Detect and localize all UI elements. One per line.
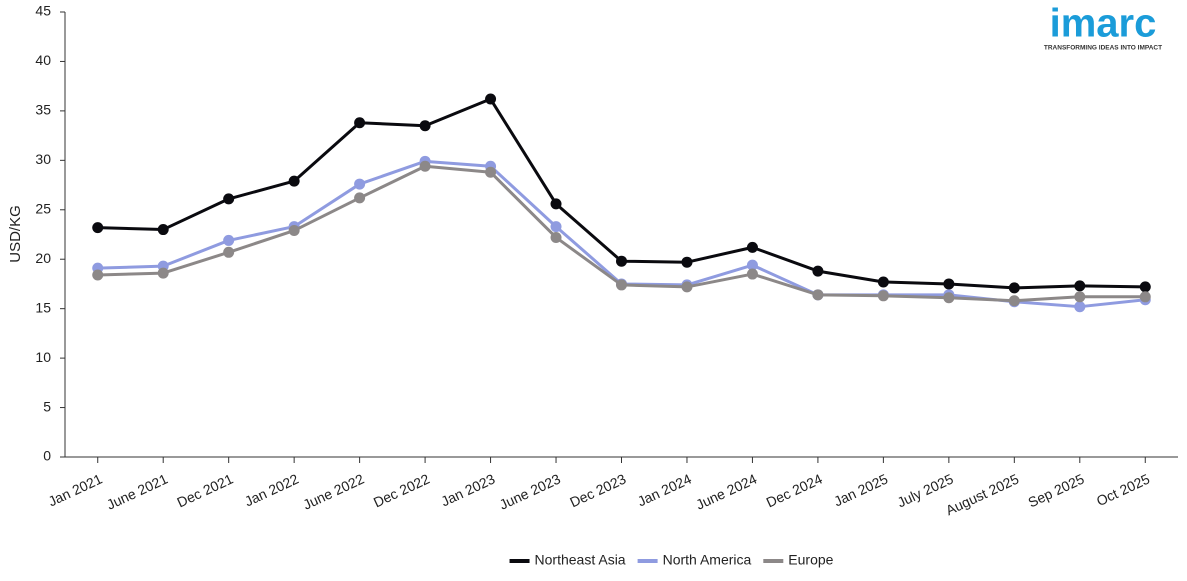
data-point xyxy=(485,166,497,178)
y-tick-label: 15 xyxy=(35,299,51,315)
x-tick-label: Jan 2022 xyxy=(242,470,301,509)
data-point xyxy=(223,234,235,246)
data-point xyxy=(157,224,169,236)
x-tick-label: June 2024 xyxy=(693,470,759,512)
data-point xyxy=(92,269,104,281)
x-tick-label: August 2025 xyxy=(943,470,1021,518)
data-point xyxy=(1074,280,1086,292)
y-axis-label: USD/KG xyxy=(7,205,24,263)
x-tick-label: Dec 2022 xyxy=(371,470,432,510)
data-point xyxy=(681,281,693,293)
x-tick-label: Jan 2024 xyxy=(635,470,694,509)
data-point xyxy=(550,221,562,233)
data-point xyxy=(877,276,889,288)
x-tick-label: June 2021 xyxy=(104,470,170,512)
x-tick-label: June 2023 xyxy=(497,470,563,512)
y-tick-label: 20 xyxy=(35,250,51,266)
y-tick-label: 25 xyxy=(35,200,51,216)
x-tick-label: Jan 2023 xyxy=(438,470,497,509)
data-point xyxy=(223,193,235,205)
data-point xyxy=(1139,291,1151,303)
y-tick-label: 45 xyxy=(35,3,51,19)
data-point xyxy=(616,255,627,267)
legend-label: Europe xyxy=(788,552,833,568)
data-point xyxy=(1139,281,1151,293)
y-tick-label: 5 xyxy=(43,398,51,414)
data-point xyxy=(419,120,431,132)
data-point xyxy=(485,93,497,105)
legend: Northeast Asia North America Europe xyxy=(509,552,834,568)
data-point xyxy=(92,222,104,234)
logo-tagline: TRANSFORMING IDEAS INTO IMPACT xyxy=(1044,45,1162,52)
x-tick-label: June 2022 xyxy=(300,470,366,512)
data-point xyxy=(1008,295,1020,307)
data-point xyxy=(746,241,758,253)
data-point xyxy=(746,268,758,280)
y-tick-label: 35 xyxy=(35,102,51,118)
data-point xyxy=(1074,301,1086,313)
y-tick-label: 30 xyxy=(35,151,51,167)
data-point xyxy=(223,246,235,258)
x-tick-label: Dec 2024 xyxy=(764,470,825,510)
data-point xyxy=(157,267,169,279)
x-tick-label: Sep 2025 xyxy=(1026,470,1087,510)
data-point xyxy=(746,259,758,271)
legend-label: North America xyxy=(663,552,752,568)
data-point xyxy=(288,225,300,237)
data-point xyxy=(1074,291,1086,303)
data-point xyxy=(1008,282,1020,294)
data-point xyxy=(812,265,824,277)
data-point xyxy=(616,279,627,291)
x-tick-label: Dec 2021 xyxy=(174,470,235,510)
data-point xyxy=(550,198,562,210)
data-point xyxy=(354,192,366,204)
y-tick-label: 10 xyxy=(35,349,51,365)
data-point xyxy=(943,278,955,290)
data-point xyxy=(354,117,366,129)
legend-label: Northeast Asia xyxy=(535,552,626,568)
x-tick-label: Oct 2025 xyxy=(1094,470,1152,509)
x-tick-label: Jan 2025 xyxy=(831,470,890,509)
data-point xyxy=(877,290,889,302)
data-point xyxy=(681,256,693,268)
data-point xyxy=(288,175,300,187)
logo: imarc xyxy=(1050,2,1157,46)
y-tick-label: 0 xyxy=(43,448,51,464)
data-point xyxy=(354,178,366,190)
x-tick-label: Dec 2023 xyxy=(567,470,628,510)
data-point xyxy=(550,231,562,243)
data-point xyxy=(419,160,431,172)
data-point xyxy=(812,289,824,301)
y-tick-label: 40 xyxy=(35,52,51,68)
data-point xyxy=(943,292,955,304)
x-tick-label: Jan 2021 xyxy=(46,470,105,509)
